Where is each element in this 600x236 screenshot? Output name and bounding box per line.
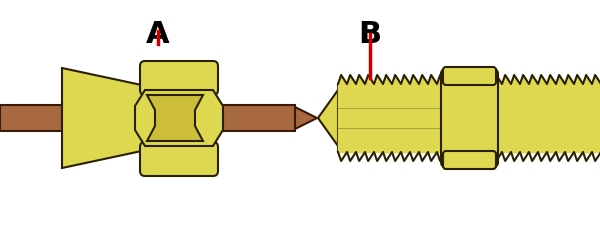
Text: B: B bbox=[358, 20, 382, 49]
Polygon shape bbox=[135, 90, 223, 146]
Polygon shape bbox=[338, 84, 595, 152]
Text: A: A bbox=[146, 20, 170, 49]
Polygon shape bbox=[62, 68, 165, 168]
Polygon shape bbox=[147, 95, 203, 141]
FancyBboxPatch shape bbox=[443, 151, 496, 169]
Polygon shape bbox=[295, 107, 317, 129]
FancyBboxPatch shape bbox=[140, 142, 218, 176]
FancyBboxPatch shape bbox=[142, 62, 216, 174]
FancyBboxPatch shape bbox=[441, 69, 498, 167]
FancyBboxPatch shape bbox=[140, 61, 218, 95]
Polygon shape bbox=[318, 90, 338, 146]
FancyBboxPatch shape bbox=[443, 67, 496, 85]
Polygon shape bbox=[220, 105, 295, 131]
Polygon shape bbox=[0, 105, 220, 131]
